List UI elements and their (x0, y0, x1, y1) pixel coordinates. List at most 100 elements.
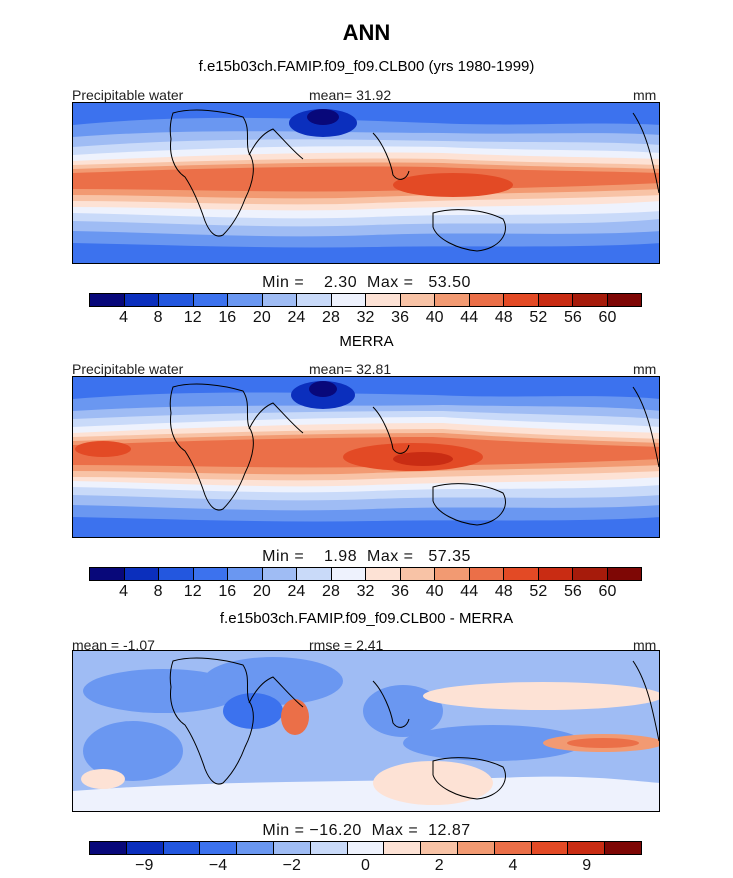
panel-1-colorbar (89, 293, 642, 307)
colorbar-tick-label: 4 (119, 583, 129, 600)
colorbar-tick-label: 12 (183, 309, 202, 326)
colorbar-tick-label: 48 (494, 309, 513, 326)
panel-3-minmax: Min = −16.20 Max = 12.87 (262, 822, 471, 839)
colorbar-tick-label: 48 (494, 583, 513, 600)
colorbar-swatch (538, 568, 573, 580)
colorbar-swatch (310, 842, 348, 854)
panel-3-positive-region (281, 699, 309, 735)
colorbar-swatch (262, 294, 297, 306)
panel-1-coastline-africa (169, 109, 254, 237)
panel-2-subtitle: MERRA (339, 333, 394, 350)
colorbar-tick-label: 16 (218, 309, 237, 326)
colorbar-tick-label: 56 (563, 583, 582, 600)
colorbar-swatch (607, 568, 641, 580)
panel-3-near-zero-band (73, 776, 659, 811)
colorbar-tick-label: 32 (356, 583, 375, 600)
panel-3-negative-region (363, 685, 443, 737)
colorbar-tick-label: 8 (153, 583, 163, 600)
colorbar-swatch (605, 842, 641, 854)
colorbar-tick-label: 36 (391, 583, 409, 600)
colorbar-tick-label: 36 (391, 309, 409, 326)
panel-2-minmax: Min = 1.98 Max = 57.35 (262, 548, 471, 565)
colorbar-swatch (607, 294, 641, 306)
panel-3-coastline-australia (432, 757, 506, 800)
panel-3-negative-region (83, 669, 243, 713)
colorbar-swatch (237, 842, 274, 854)
panel-2-map (72, 376, 660, 538)
colorbar-swatch (126, 842, 164, 854)
panel-2-coastline-americas (632, 386, 659, 468)
colorbar-swatch (273, 842, 311, 854)
colorbar-swatch (573, 294, 608, 306)
colorbar-tick-label: 28 (322, 583, 340, 600)
panel-3-positive-region (81, 769, 125, 789)
colorbar-tick-label: 0 (361, 857, 370, 874)
colorbar-swatch (347, 842, 385, 854)
colorbar-tick-label: 44 (460, 583, 479, 600)
colorbar-tick-label: −2 (282, 857, 301, 874)
colorbar-swatch (90, 294, 125, 306)
panel-1-mean-label: mean= 31.92 (309, 87, 392, 103)
colorbar-swatch (228, 568, 263, 580)
colorbar-swatch (494, 842, 532, 854)
panel-3-subtitle: f.e15b03ch.FAMIP.f09_f09.CLB00 - MERRA (219, 610, 514, 627)
panel-1-coastline-arabia (248, 128, 304, 160)
colorbar-swatch (124, 294, 159, 306)
panel-3-mean-label: mean = -1.07 (72, 637, 155, 653)
colorbar-tick-label: 4 (508, 857, 518, 874)
panel-1-map (72, 102, 660, 264)
colorbar-swatch (331, 568, 366, 580)
colorbar-tick-label: 52 (529, 583, 548, 600)
panel-1-dry-region (307, 109, 339, 125)
colorbar-tick-label: 60 (598, 309, 617, 326)
colorbar-tick-label: 40 (425, 583, 444, 600)
panel-2-colorbar (89, 567, 642, 581)
colorbar-tick-label: 24 (287, 583, 306, 600)
colorbar-tick-label: 20 (252, 309, 271, 326)
colorbar-tick-label: 32 (356, 309, 375, 326)
panel-1-map-svg (73, 103, 659, 263)
panel-3-rmse-label: rmse = 2.41 (309, 637, 384, 653)
colorbar-tick-label: −4 (208, 857, 228, 874)
colorbar-tick-label: 8 (153, 309, 163, 326)
colorbar-tick-label: 52 (529, 309, 548, 326)
figure-title: ANN (342, 20, 391, 45)
panel-3-positive-region (423, 682, 659, 710)
colorbar-swatch (469, 294, 504, 306)
panel-2-units-label: mm (633, 361, 657, 377)
colorbar-swatch (435, 568, 470, 580)
panel-3-negative-region (83, 721, 183, 781)
colorbar-swatch (193, 294, 228, 306)
colorbar-swatch (469, 568, 504, 580)
colorbar-swatch (193, 568, 228, 580)
colorbar-swatch (331, 294, 366, 306)
panel-3-units-label: mm (633, 637, 657, 653)
colorbar-swatch (163, 842, 201, 854)
colorbar-swatch (366, 568, 401, 580)
panel-2-mean-label: mean= 32.81 (309, 361, 392, 377)
panel-2-coastline-africa (169, 383, 254, 511)
colorbar-tick-label: 40 (425, 309, 444, 326)
colorbar-swatch (297, 294, 332, 306)
panel-1-colorbar-ticks: 4 8 12 16 20 24 28 32 36 40 44 48 52 56 60 (89, 309, 642, 329)
panel-3-coastline-africa (169, 657, 254, 785)
colorbar-swatch (568, 842, 606, 854)
colorbar-swatch (366, 294, 401, 306)
panel-3-map (72, 650, 660, 812)
colorbar-swatch (421, 842, 458, 854)
panel-3-positive-core (567, 738, 639, 748)
panel-1-moist-region (393, 173, 513, 197)
colorbar-tick-label: 28 (322, 309, 340, 326)
colorbar-tick-label: 16 (218, 583, 237, 600)
panel-2-dry-region (309, 381, 337, 397)
panel-1-units-label: mm (633, 87, 657, 103)
panel-1-variable-label: Precipitable water (72, 87, 184, 103)
panel-3-coastline-arabia (248, 676, 304, 708)
panel-3-coastline-americas (632, 660, 659, 742)
panel-2-map-svg (73, 377, 659, 537)
panel-3-coastline-asia (372, 680, 410, 728)
panel-3-map-svg (73, 651, 659, 811)
panel-1-coastline-asia (372, 132, 410, 180)
colorbar-tick-label: −9 (135, 857, 154, 874)
colorbar-swatch (228, 294, 263, 306)
